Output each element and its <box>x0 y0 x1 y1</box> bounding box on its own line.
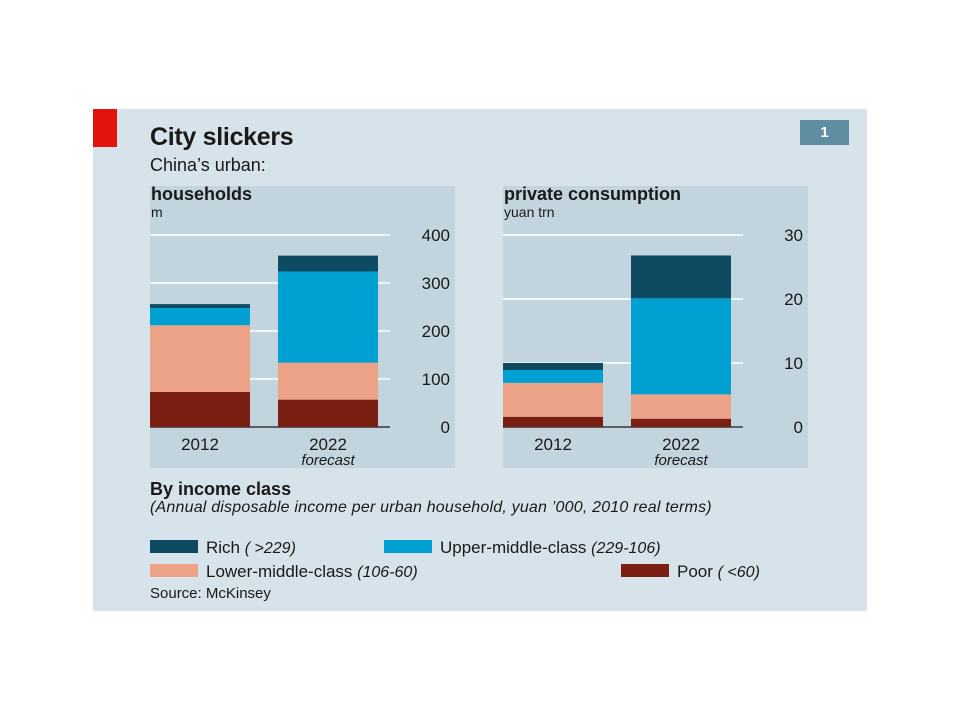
bar-segment-poor <box>631 418 731 427</box>
y-tick-label: 10 <box>784 354 803 373</box>
bar-segment-rich <box>150 304 250 308</box>
y-tick-label: 200 <box>422 322 450 341</box>
bar-segment-lower <box>631 394 731 419</box>
legend-swatch-poor <box>621 564 669 578</box>
bar-segment-upper <box>150 307 250 326</box>
bar-segment-upper <box>278 271 378 363</box>
consumption-unit: yuan trn <box>504 204 555 220</box>
legend-title: By income class <box>150 479 292 499</box>
bar-segment-poor <box>150 391 250 427</box>
y-tick-label: 400 <box>422 226 450 245</box>
y-tick-label: 20 <box>784 290 803 309</box>
x-tick-note: forecast <box>301 452 355 468</box>
y-tick-label: 100 <box>422 370 450 389</box>
legend-label: Lower-middle-class <box>206 562 353 581</box>
consumption-panel: 0 10 20 30 2012 2022 forecast private consumpt… <box>503 184 808 468</box>
legend-item-rich: Rich ( >229) <box>150 538 296 558</box>
bar-segment-upper <box>503 370 603 383</box>
households-panel: 0 100 200 300 400 2012 2022 forecast households… <box>150 184 455 468</box>
bar-segment-lower <box>150 325 250 392</box>
y-tick-label: 0 <box>794 418 803 437</box>
legend-label: Poor <box>677 562 713 581</box>
brand-tag <box>93 109 117 147</box>
chart-number-badge: 1 <box>800 120 849 145</box>
bar-segment-lower <box>503 382 603 417</box>
x-tick-note: forecast <box>654 452 708 468</box>
chart-title: City slickers <box>150 123 294 151</box>
legend-range: ( <60) <box>717 564 760 581</box>
bar-segment-upper <box>631 298 731 395</box>
y-tick-label: 0 <box>441 418 450 437</box>
bar-segment-rich <box>631 255 731 299</box>
bar-segment-rich <box>278 255 378 272</box>
legend-swatch-upper-middle-class <box>384 540 432 554</box>
legend-item-poor: Poor ( <60) <box>621 562 760 582</box>
chart-subtitle: China’s urban: <box>150 155 266 175</box>
chart-card: City slickers China’s urban: 1 0 100 200 30… <box>93 109 867 611</box>
households-unit: m <box>151 204 163 220</box>
y-tick-label: 30 <box>784 226 803 245</box>
y-tick-label: 300 <box>422 274 450 293</box>
x-tick-label: 2012 <box>534 435 572 454</box>
legend-swatch-rich <box>150 540 198 554</box>
source-note: Source: McKinsey <box>150 585 271 602</box>
legend-item-lower-middle-class: Lower-middle-class (106-60) <box>150 562 418 582</box>
legend-item-upper-middle-class: Upper-middle-class (229-106) <box>384 538 661 558</box>
bar-segment-lower <box>278 362 378 400</box>
legend-label: Upper-middle-class <box>440 538 587 557</box>
x-tick-label: 2022 <box>309 435 347 454</box>
legend-range: (229-106) <box>591 540 661 557</box>
legend-note: (Annual disposable income per urban hous… <box>150 499 712 516</box>
legend-range: (106-60) <box>357 564 418 581</box>
legend-range: ( >229) <box>244 540 296 557</box>
legend-label: Rich <box>206 538 241 557</box>
legend-swatch-lower-middle-class <box>150 564 198 578</box>
consumption-title: private consumption <box>504 184 682 204</box>
bar-segment-poor <box>278 399 378 427</box>
households-title: households <box>151 184 253 204</box>
x-tick-label: 2012 <box>181 435 219 454</box>
x-tick-label: 2022 <box>662 435 700 454</box>
bar-segment-poor <box>503 416 603 427</box>
bar-segment-rich <box>503 363 603 371</box>
